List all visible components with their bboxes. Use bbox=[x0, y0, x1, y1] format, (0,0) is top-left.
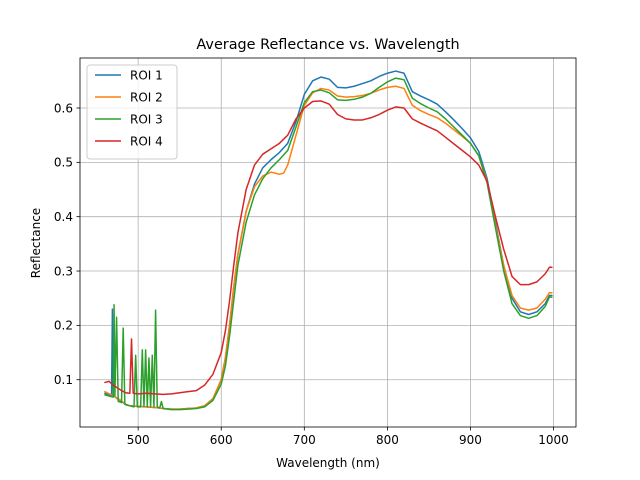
plot-area bbox=[104, 70, 553, 411]
legend: ROI 1 ROI 2 ROI 3 ROI 4 bbox=[86, 64, 178, 160]
x-tick-label: 800 bbox=[376, 433, 399, 447]
x-tick-label: 1000 bbox=[538, 433, 569, 447]
chart-title: Average Reflectance vs. Wavelength bbox=[196, 37, 459, 53]
x-axis: 500 600 700 800 900 1000 bbox=[127, 427, 569, 447]
legend-box bbox=[86, 64, 178, 160]
y-axis: 0.1 0.2 0.3 0.4 0.5 0.6 bbox=[54, 101, 80, 387]
y-axis-label: Reflectance bbox=[29, 208, 43, 278]
legend-label-roi-1: ROI 1 bbox=[130, 68, 163, 82]
x-tick-label: 900 bbox=[459, 433, 482, 447]
x-tick-label: 600 bbox=[210, 433, 233, 447]
x-tick-label: 700 bbox=[293, 433, 316, 447]
series-line-roi-4 bbox=[104, 100, 553, 396]
y-tick-label: 0.2 bbox=[54, 319, 73, 333]
y-tick-label: 0.4 bbox=[54, 210, 73, 224]
y-tick-label: 0.6 bbox=[54, 101, 73, 115]
legend-label-roi-4: ROI 4 bbox=[130, 134, 163, 148]
y-tick-label: 0.1 bbox=[54, 373, 73, 387]
legend-label-roi-3: ROI 3 bbox=[130, 112, 163, 126]
y-tick-label: 0.3 bbox=[54, 264, 73, 278]
series-line-roi-3 bbox=[104, 77, 553, 411]
y-tick-label: 0.5 bbox=[54, 156, 73, 170]
x-axis-label: Wavelength (nm) bbox=[276, 456, 380, 470]
plot-frame bbox=[79, 57, 577, 428]
legend-label-roi-2: ROI 2 bbox=[130, 90, 163, 104]
x-tick-label: 500 bbox=[127, 433, 150, 447]
